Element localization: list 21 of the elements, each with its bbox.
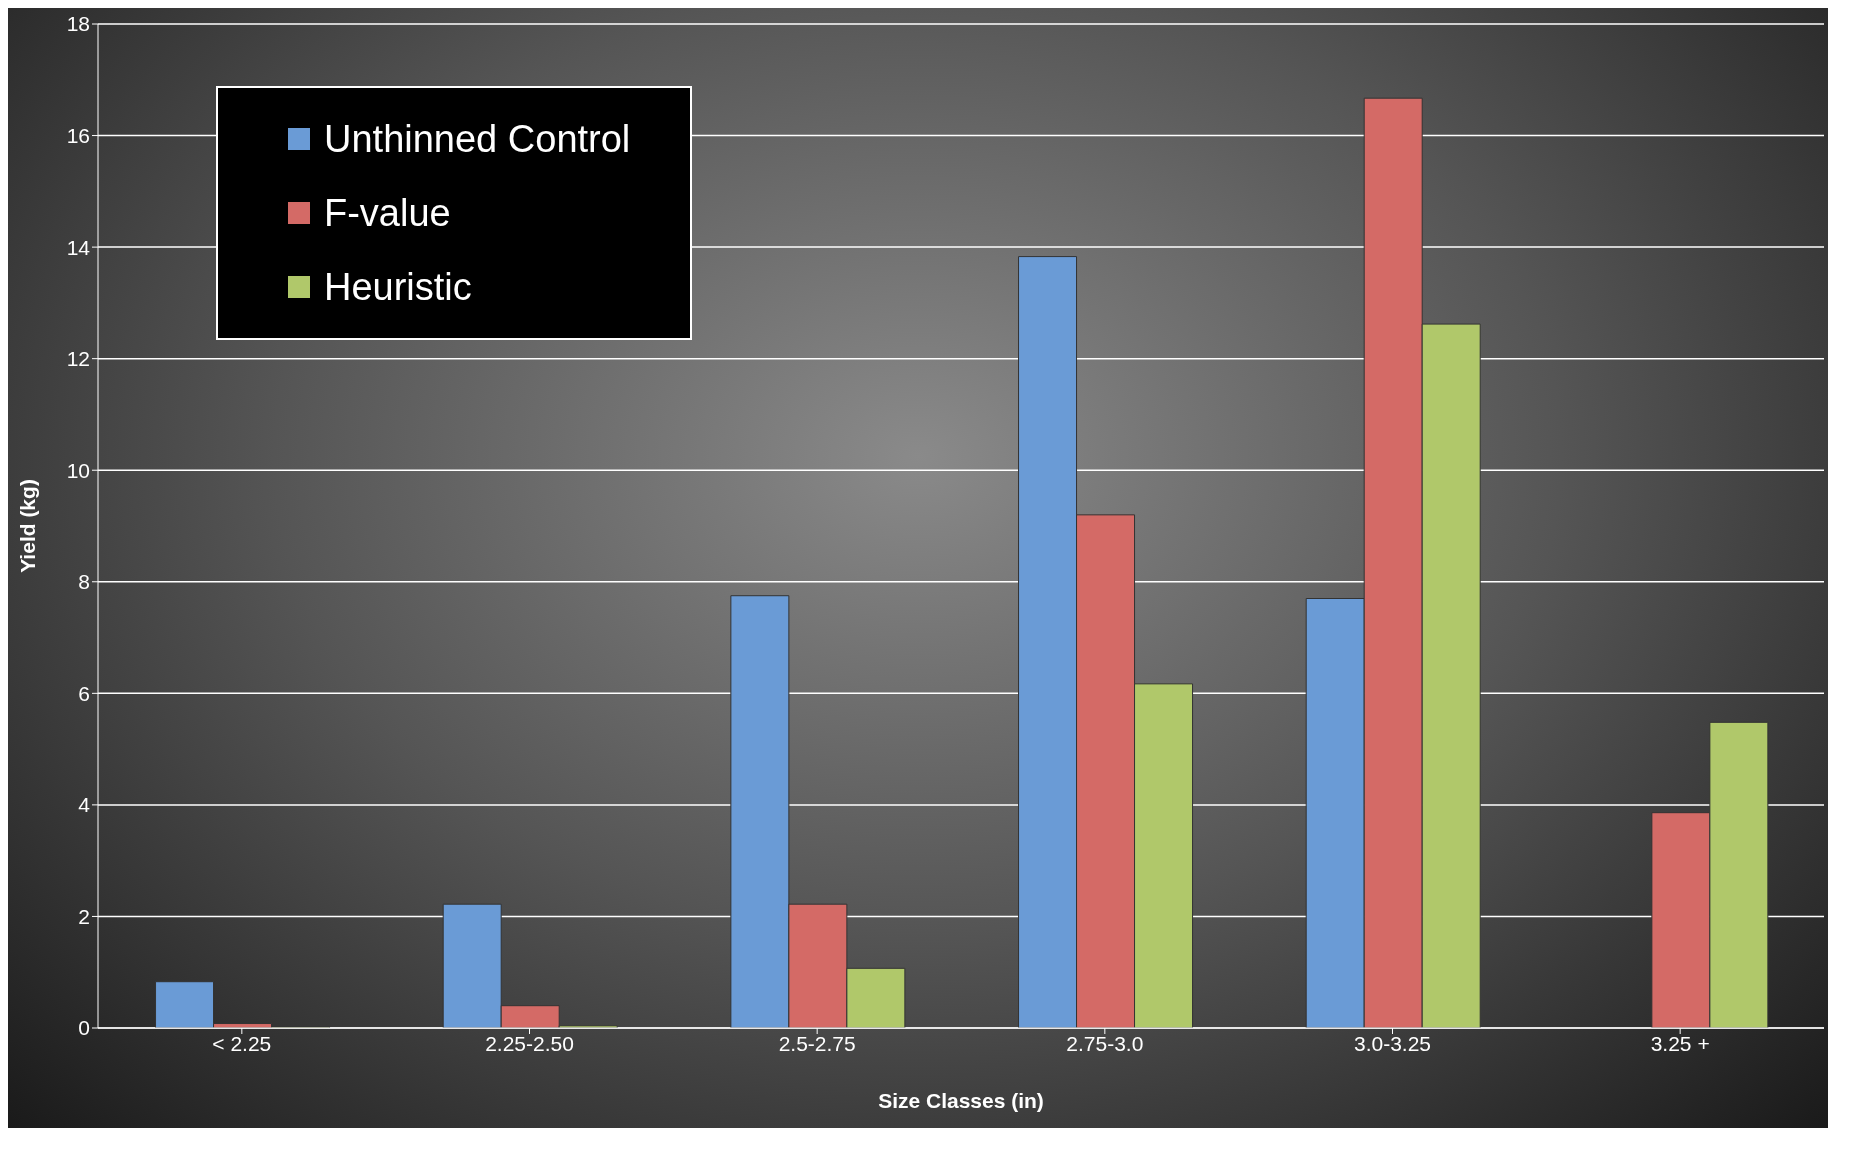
y-tick-label: 6 — [78, 681, 90, 705]
x-axis-title: Size Classes (in) — [878, 1089, 1044, 1112]
y-tick-label: 18 — [66, 12, 90, 36]
x-tick-label: 3.25 + — [1650, 1031, 1710, 1055]
legend-label: F-value — [323, 190, 452, 236]
x-tick-label: 3.0-3.25 — [1353, 1031, 1432, 1055]
y-tick-label: 14 — [66, 235, 91, 259]
legend-label: Unthinned Control — [323, 116, 631, 162]
x-tick-label: < 2.25 — [212, 1031, 272, 1055]
y-axis-title: Yield (kg) — [16, 479, 40, 573]
y-tick-label: 10 — [66, 458, 90, 482]
legend-label: Heuristic — [323, 264, 473, 310]
y-tick-label: 4 — [78, 793, 91, 817]
y-tick-label: 0 — [78, 1016, 90, 1040]
y-tick-label: 8 — [78, 570, 90, 594]
y-tick-label: 16 — [66, 124, 90, 148]
x-tick-label: 2.25-2.50 — [485, 1031, 574, 1055]
x-tick-label: 2.75-3.0 — [1066, 1031, 1144, 1055]
y-tick-label: 2 — [78, 904, 90, 928]
x-tick-label: 2.5-2.75 — [778, 1031, 856, 1055]
y-tick-label: 12 — [66, 347, 90, 371]
